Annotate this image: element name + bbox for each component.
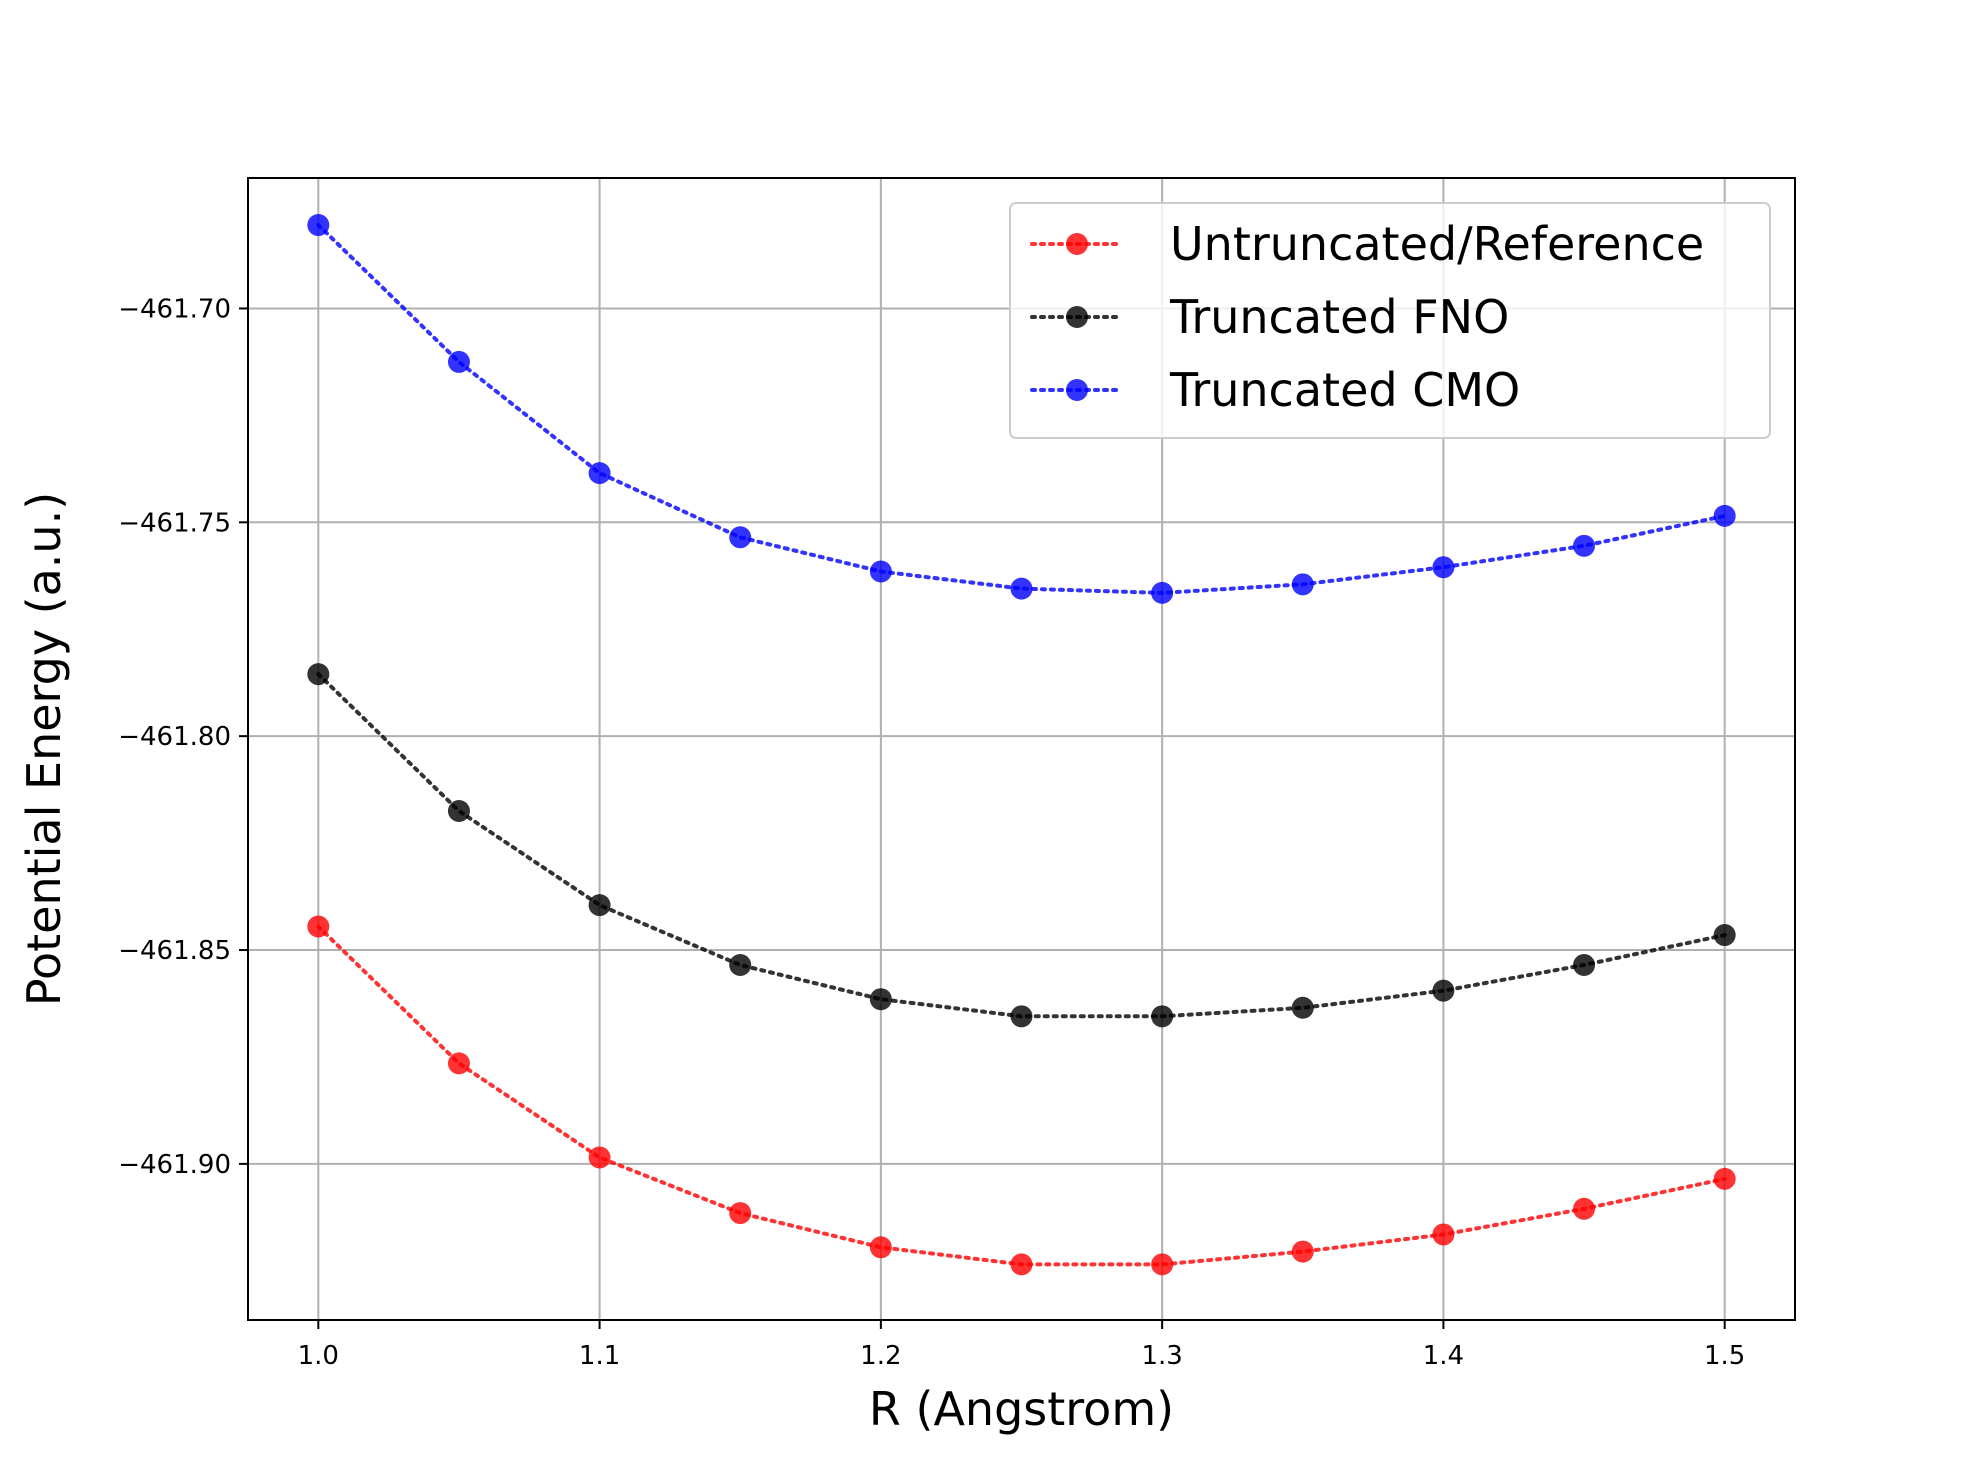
series-line: [316, 223, 1727, 595]
legend-entry: Truncated CMO: [1030, 363, 1520, 417]
data-point: [447, 800, 470, 823]
data-point: [1151, 581, 1174, 604]
x-tick-label: 1.3: [1141, 1341, 1182, 1371]
data-point: [869, 1236, 892, 1259]
series-group: [307, 663, 1736, 1028]
data-point: [1432, 1223, 1455, 1246]
data-point: [1713, 924, 1736, 947]
x-tick-label: 1.2: [860, 1341, 901, 1371]
data-point: [1010, 1005, 1033, 1028]
plot-series: [307, 214, 1736, 1276]
grid: [248, 178, 1795, 1320]
data-point: [1713, 504, 1736, 527]
legend-marker: [1066, 233, 1088, 255]
data-point: [729, 953, 752, 976]
data-point: [1432, 556, 1455, 579]
x-tick-label: 1.4: [1423, 1341, 1464, 1371]
x-tick-label: 1.1: [579, 1341, 620, 1371]
data-point: [1151, 1253, 1174, 1276]
y-tick-label: −461.85: [118, 936, 231, 966]
plot-frame: [247, 177, 1796, 1321]
data-point: [1151, 1005, 1174, 1028]
x-tick-label: 1.0: [298, 1341, 339, 1371]
data-point: [869, 988, 892, 1011]
data-point: [1573, 953, 1596, 976]
legend-label: Untruncated/Reference: [1170, 217, 1704, 271]
data-point: [869, 560, 892, 583]
series-group: [307, 915, 1736, 1276]
data-point: [1010, 1253, 1033, 1276]
data-point: [1573, 1197, 1596, 1220]
x-tick-label: 1.5: [1704, 1341, 1745, 1371]
x-axis-label: R (Angstrom): [869, 1382, 1174, 1436]
data-point: [447, 350, 470, 373]
y-tick-label: −461.90: [118, 1150, 231, 1180]
legend-entry: Untruncated/Reference: [1030, 217, 1704, 271]
legend-label: Truncated FNO: [1169, 290, 1509, 344]
y-tick-label: −461.80: [118, 722, 231, 752]
legend-label: Truncated CMO: [1169, 363, 1520, 417]
y-axis-ticks: −461.70 −461.75 −461.80 −461.85 −461.90: [118, 294, 248, 1180]
data-point: [588, 1146, 611, 1169]
legend-marker: [1066, 306, 1088, 328]
data-point: [307, 915, 330, 938]
data-point: [1573, 534, 1596, 557]
data-point: [1291, 573, 1314, 596]
legend-entry: Truncated FNO: [1030, 290, 1509, 344]
legend-box: [1009, 202, 1771, 439]
y-tick-label: −461.75: [118, 508, 231, 538]
y-axis-label: Potential Energy (a.u.): [17, 492, 71, 1006]
data-point: [1713, 1167, 1736, 1190]
y-tick-label: −461.70: [118, 294, 231, 324]
data-point: [729, 1202, 752, 1225]
legend: Untruncated/Reference Truncated FNO Trunca…: [1009, 202, 1771, 439]
data-point: [1010, 577, 1033, 600]
legend-marker: [1066, 379, 1088, 401]
series-group: [307, 214, 1736, 604]
data-point: [1291, 996, 1314, 1019]
data-point: [447, 1052, 470, 1075]
x-axis-ticks: 1.0 1.1 1.2 1.3 1.4 1.5: [298, 1320, 1745, 1371]
data-point: [307, 214, 330, 237]
data-point: [1291, 1240, 1314, 1263]
data-point: [588, 894, 611, 917]
data-point: [307, 663, 330, 686]
data-point: [1432, 979, 1455, 1002]
data-point: [729, 526, 752, 549]
data-point: [588, 462, 611, 485]
